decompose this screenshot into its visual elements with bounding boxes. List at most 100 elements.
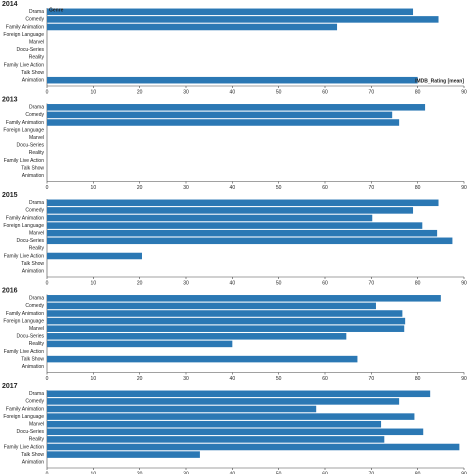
y-tick-label: Family Live Action: [4, 62, 45, 68]
y-tick-label: Marvel: [29, 422, 44, 428]
y-tick-label: Comedy: [25, 112, 44, 118]
y-tick-label: Reality: [29, 341, 45, 347]
y-tick-label: Talk Show: [21, 165, 44, 171]
y-tick-label: Talk Show: [21, 356, 44, 362]
bar: [47, 333, 347, 340]
x-tick-label: 80: [415, 89, 421, 95]
x-tick-label: 60: [322, 89, 328, 95]
y-tick-label: Foreign Language: [3, 32, 44, 38]
x-tick-label: 0: [46, 376, 49, 382]
bar: [47, 310, 403, 317]
x-tick-label: 40: [230, 376, 236, 382]
x-tick-label: 60: [322, 280, 328, 286]
bar: [47, 451, 200, 458]
y-tick-label: Animation: [22, 364, 44, 370]
x-tick-label: 70: [369, 471, 375, 474]
y-tick-label: Marvel: [29, 231, 44, 237]
x-tick-label: 10: [91, 89, 97, 95]
bar: [47, 222, 423, 229]
x-tick-label: 60: [322, 376, 328, 382]
y-tick-label: Reality: [29, 55, 45, 61]
bar: [47, 199, 439, 207]
y-tick-label: Family Live Action: [4, 349, 45, 355]
y-tick-label: Family Animation: [6, 406, 44, 412]
x-tick-label: 0: [46, 185, 49, 191]
y-tick-label: Family Animation: [6, 120, 44, 126]
y-tick-label: Docu-Series: [16, 334, 44, 340]
y-tick-label: Comedy: [25, 399, 44, 405]
x-tick-label: 0: [46, 280, 49, 286]
x-tick-label: 90: [461, 471, 467, 474]
x-tick-label: 40: [230, 471, 236, 474]
y-tick-label: Talk Show: [21, 261, 44, 267]
x-tick-label: 20: [137, 89, 143, 95]
bar: [47, 390, 431, 398]
x-tick-label: 70: [369, 185, 375, 191]
bar: [47, 252, 142, 260]
bar: [47, 111, 393, 119]
x-tick-label: 30: [183, 471, 189, 474]
y-tick-label: Animation: [22, 173, 44, 179]
x-tick-label: 60: [322, 471, 328, 474]
y-tick-label: Animation: [22, 78, 44, 84]
x-tick-label: 40: [230, 89, 236, 95]
bar: [47, 16, 439, 23]
y-tick-label: Family Animation: [6, 311, 44, 317]
x-tick-label: 30: [183, 185, 189, 191]
x-tick-label: 10: [91, 376, 97, 382]
y-tick-label: Family Animation: [6, 24, 44, 30]
x-tick-label: 30: [183, 376, 189, 382]
panel-title: 2017: [2, 383, 18, 390]
y-tick-label: Drama: [29, 105, 44, 111]
panel-title: 2016: [2, 287, 18, 294]
x-tick-label: 30: [183, 89, 189, 95]
bar: [47, 76, 418, 84]
x-tick-label: 50: [276, 280, 282, 286]
x-tick-label: 50: [276, 471, 282, 474]
x-tick-label: 10: [91, 471, 97, 474]
y-tick-label: Marvel: [29, 40, 44, 46]
y-tick-label: Marvel: [29, 326, 44, 332]
y-tick-label: Family Live Action: [4, 444, 45, 450]
y-tick-label: Comedy: [25, 208, 44, 214]
x-tick-label: 20: [137, 185, 143, 191]
bar: [47, 295, 441, 302]
x-tick-label: 90: [461, 280, 467, 286]
x-tick-label: 50: [276, 376, 282, 382]
panel-title: 2014: [2, 1, 18, 8]
y-tick-label: Reality: [29, 150, 45, 156]
x-tick-label: 90: [461, 376, 467, 382]
x-tick-label: 40: [230, 185, 236, 191]
y-tick-label: Foreign Language: [3, 414, 44, 420]
y-tick-label: Foreign Language: [3, 127, 44, 133]
y-tick-label: Family Animation: [6, 215, 44, 221]
y-axis-title: Genre: [49, 7, 64, 13]
bar: [47, 237, 453, 245]
bar: [47, 436, 385, 443]
x-tick-label: 50: [276, 185, 282, 191]
x-tick-label: 20: [137, 280, 143, 286]
bar: [47, 420, 382, 428]
bar: [47, 302, 376, 310]
bar: [47, 214, 373, 222]
x-tick-label: 60: [322, 185, 328, 191]
x-tick-label: 40: [230, 280, 236, 286]
y-tick-label: Drama: [29, 9, 44, 15]
panel-title: 2015: [2, 192, 18, 199]
x-tick-label: 10: [91, 280, 97, 286]
x-tick-label: 70: [369, 89, 375, 95]
y-tick-label: Talk Show: [21, 70, 44, 76]
bar: [47, 23, 338, 31]
x-tick-label: 80: [415, 280, 421, 286]
y-tick-label: Drama: [29, 391, 44, 397]
y-tick-label: Docu-Series: [16, 47, 44, 53]
x-tick-label: 90: [461, 185, 467, 191]
panel-title: 2013: [2, 96, 18, 103]
x-tick-label: 80: [415, 471, 421, 474]
y-tick-label: Drama: [29, 200, 44, 206]
y-tick-label: Family Live Action: [4, 158, 45, 164]
y-tick-label: Foreign Language: [3, 223, 44, 229]
bar: [47, 398, 400, 405]
bar: [47, 405, 317, 413]
x-tick-label: 70: [369, 376, 375, 382]
